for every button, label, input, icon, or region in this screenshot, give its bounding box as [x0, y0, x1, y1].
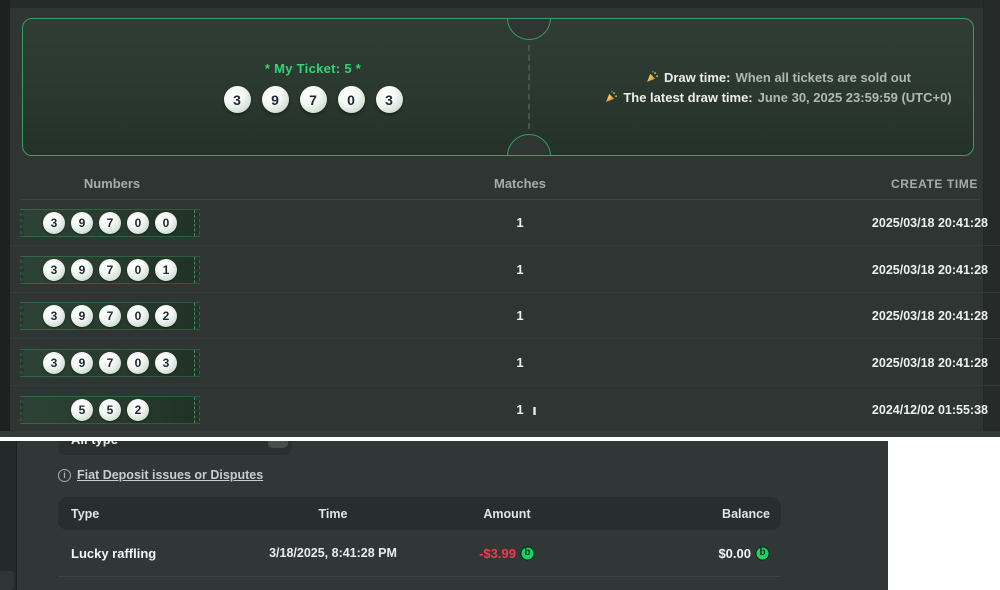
matches-cell: 1: [516, 402, 524, 417]
column-header-numbers: Numbers: [83, 176, 141, 191]
lottery-ball: 9: [261, 86, 289, 113]
ticket-numbers-chip: 3 9 7 0 1: [20, 256, 200, 284]
header-separator: [20, 199, 980, 200]
lottery-ball: 3: [43, 305, 65, 327]
lottery-ball: 7: [99, 352, 121, 374]
lottery-ball: 0: [155, 212, 177, 234]
draw-time-label: Draw time:: [663, 69, 731, 85]
lottery-ball: 3: [43, 259, 65, 281]
draw-time-value: When all tickets are sold out: [735, 69, 911, 85]
my-ticket-card: * My Ticket: 5 * 3 9 7 0 3 Draw time: Wh…: [22, 18, 974, 156]
lottery-ball: 2: [155, 305, 177, 327]
transaction-type-cell: Lucky raffling: [71, 545, 157, 561]
sidebar-sliver: [0, 441, 17, 590]
lottery-ball: 0: [127, 259, 149, 281]
table-row: 5 5 2 1 2024/12/02 01:55:38: [10, 387, 1000, 433]
lottery-ball: 9: [71, 305, 93, 327]
transaction-time-cell: 3/18/2025, 8:41:28 PM: [269, 546, 397, 560]
lottery-panel: * My Ticket: 5 * 3 9 7 0 3 Draw time: Wh…: [0, 0, 1000, 437]
lottery-ball: 3: [43, 212, 65, 234]
matches-cell: 1: [516, 215, 524, 230]
my-ticket-title: * My Ticket: 5 *: [264, 61, 362, 76]
fiat-dispute-link[interactable]: Fiat Deposit issues or Disputes: [77, 468, 264, 482]
draw-time-line: Draw time: When all tickets are sold out: [645, 70, 911, 85]
column-header-matches: Matches: [493, 176, 547, 191]
my-ticket-numbers: 3 9 7 0 3: [223, 86, 403, 113]
matches-cell: 1: [516, 355, 524, 370]
partial-row-band: [0, 431, 1000, 437]
transactions-panel: All type i Fiat Deposit issues or Disput…: [0, 441, 888, 590]
lottery-ball: 7: [99, 305, 121, 327]
lottery-ball: 5: [71, 399, 93, 421]
coin-icon: b: [755, 545, 770, 561]
party-popper-icon: [606, 90, 618, 102]
coin-icon: b: [519, 545, 535, 561]
chevron-down-icon: [268, 441, 288, 448]
latest-draw-time-value: June 30, 2025 23:59:59 (UTC+0): [757, 89, 952, 105]
dispute-link-row: i Fiat Deposit issues or Disputes: [58, 468, 263, 482]
cursor-artifact: [533, 407, 536, 415]
lottery-ball: 3: [155, 352, 177, 374]
info-icon: i: [58, 468, 71, 482]
party-popper-icon: [647, 70, 658, 82]
lottery-ball: 7: [99, 259, 121, 281]
ticket-numbers-chip: 3 9 7 0 0: [20, 209, 200, 237]
column-header-time: Time: [318, 506, 348, 521]
transaction-balance-cell: $0.00 b: [718, 530, 770, 576]
transaction-amount-cell: -$3.99 b: [432, 530, 582, 576]
type-filter-select[interactable]: All type: [58, 441, 292, 455]
create-time-cell: 2025/03/18 20:41:28: [871, 355, 988, 370]
column-header-balance: Balance: [722, 506, 770, 521]
matches-cell: 1: [516, 262, 524, 277]
my-ticket-section: * My Ticket: 5 * 3 9 7 0 3: [23, 19, 529, 155]
lottery-ball: 2: [127, 399, 149, 421]
transactions-header-bar: Type Time Amount Balance: [58, 497, 781, 530]
lottery-ball: 0: [127, 212, 149, 234]
ticket-numbers-chip: 5 5 2: [20, 396, 200, 424]
column-header-type: Type: [71, 506, 100, 521]
lottery-ball: 3: [375, 86, 403, 113]
lottery-ball: 7: [299, 86, 327, 113]
column-header-create-time: CREATE TIME: [890, 177, 978, 191]
lottery-ball: 9: [71, 259, 93, 281]
ticket-perforation-line: [528, 45, 530, 129]
latest-draw-time-label: The latest draw time:: [623, 89, 753, 105]
right-edge-strip: [983, 0, 1000, 437]
create-time-cell: 2025/03/18 20:41:28: [871, 262, 988, 277]
lottery-ball: 7: [99, 212, 121, 234]
table-row: 3 9 7 0 0 1 2025/03/18 20:41:28: [10, 200, 1000, 246]
lottery-ball: 1: [155, 259, 177, 281]
create-time-cell: 2025/03/18 20:41:28: [871, 308, 988, 323]
lottery-ball: 9: [71, 212, 93, 234]
table-row: 3 9 7 0 1 1 2025/03/18 20:41:28: [10, 247, 1000, 293]
lottery-ball: 0: [337, 86, 365, 113]
create-time-cell: 2024/12/02 01:55:38: [871, 402, 988, 417]
ticket-numbers-chip: 3 9 7 0 3: [20, 349, 200, 377]
table-row: 3 9 7 0 3 1 2025/03/18 20:41:28: [10, 340, 1000, 386]
lottery-ball: 9: [71, 352, 93, 374]
ticket-numbers-chip: 3 9 7 0 2: [20, 302, 200, 330]
lottery-ball: 0: [127, 352, 149, 374]
balance-value: $0.00: [718, 545, 751, 561]
lottery-ball: 0: [127, 305, 149, 327]
column-header-amount: Amount: [483, 506, 531, 521]
lottery-ball: 3: [223, 86, 251, 113]
lottery-ball: 3: [43, 352, 65, 374]
lottery-ball: 5: [99, 399, 121, 421]
latest-draw-time-line: The latest draw time: June 30, 2025 23:5…: [604, 89, 952, 105]
table-row: 3 9 7 0 2 1 2025/03/18 20:41:28: [10, 293, 1000, 339]
matches-cell: 1: [516, 308, 524, 323]
top-edge-strip: [0, 0, 1000, 8]
amount-value: -$3.99: [479, 545, 516, 561]
sidebar-tile: [0, 571, 14, 590]
draw-time-section: Draw time: When all tickets are sold out…: [529, 19, 973, 155]
left-edge-strip: [0, 0, 10, 437]
transaction-row: Lucky raffling 3/18/2025, 8:41:28 PM -$3…: [58, 530, 781, 577]
create-time-cell: 2025/03/18 20:41:28: [871, 215, 988, 230]
type-filter-label: All type: [71, 441, 118, 447]
